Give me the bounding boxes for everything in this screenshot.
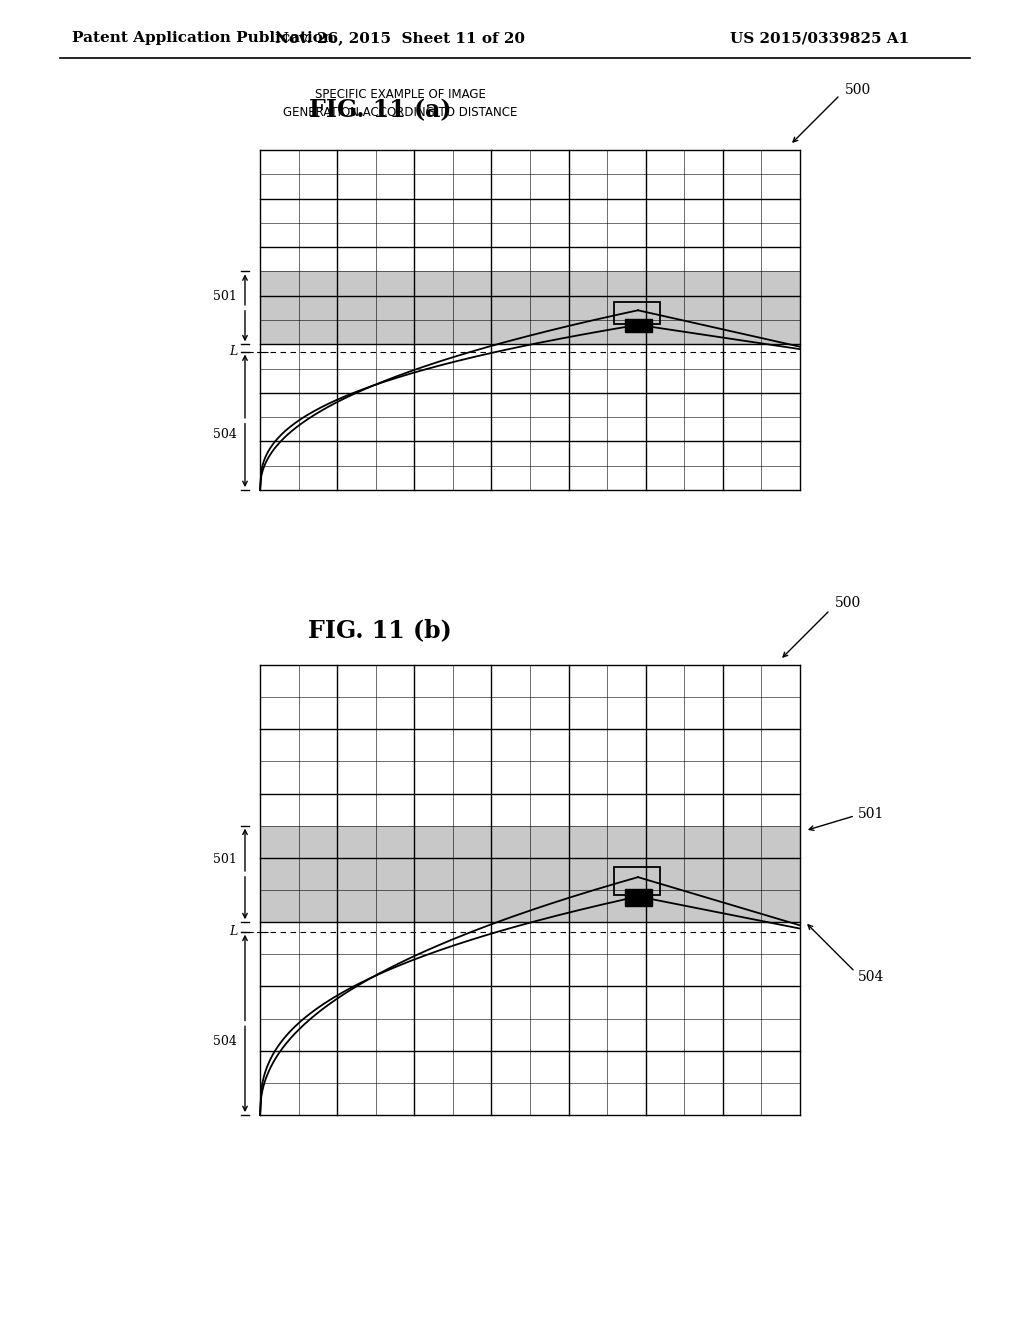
Text: 501: 501 xyxy=(858,807,885,821)
Text: 501: 501 xyxy=(213,853,237,866)
Text: FIG. 11 (b): FIG. 11 (b) xyxy=(308,618,452,642)
Text: GENERATION ACCORDING TO DISTANCE: GENERATION ACCORDING TO DISTANCE xyxy=(283,106,517,119)
Text: US 2015/0339825 A1: US 2015/0339825 A1 xyxy=(730,30,909,45)
Text: SPECIFIC EXAMPLE OF IMAGE: SPECIFIC EXAMPLE OF IMAGE xyxy=(314,88,485,102)
Text: Nov. 26, 2015  Sheet 11 of 20: Nov. 26, 2015 Sheet 11 of 20 xyxy=(275,30,525,45)
Bar xyxy=(614,302,660,325)
Bar xyxy=(260,272,800,345)
Text: 504: 504 xyxy=(213,428,237,441)
Bar xyxy=(614,866,660,895)
Text: 500: 500 xyxy=(845,83,871,96)
Bar xyxy=(260,826,800,923)
Text: 504: 504 xyxy=(858,970,885,983)
Text: FIG. 11 (a): FIG. 11 (a) xyxy=(309,98,452,121)
Text: 504: 504 xyxy=(213,1035,237,1048)
Text: 501: 501 xyxy=(213,290,237,304)
Text: Patent Application Publication: Patent Application Publication xyxy=(72,30,334,45)
Bar xyxy=(625,888,651,907)
Text: L: L xyxy=(228,345,237,358)
Bar xyxy=(625,319,651,333)
Text: L: L xyxy=(228,925,237,939)
Text: 500: 500 xyxy=(835,597,861,610)
